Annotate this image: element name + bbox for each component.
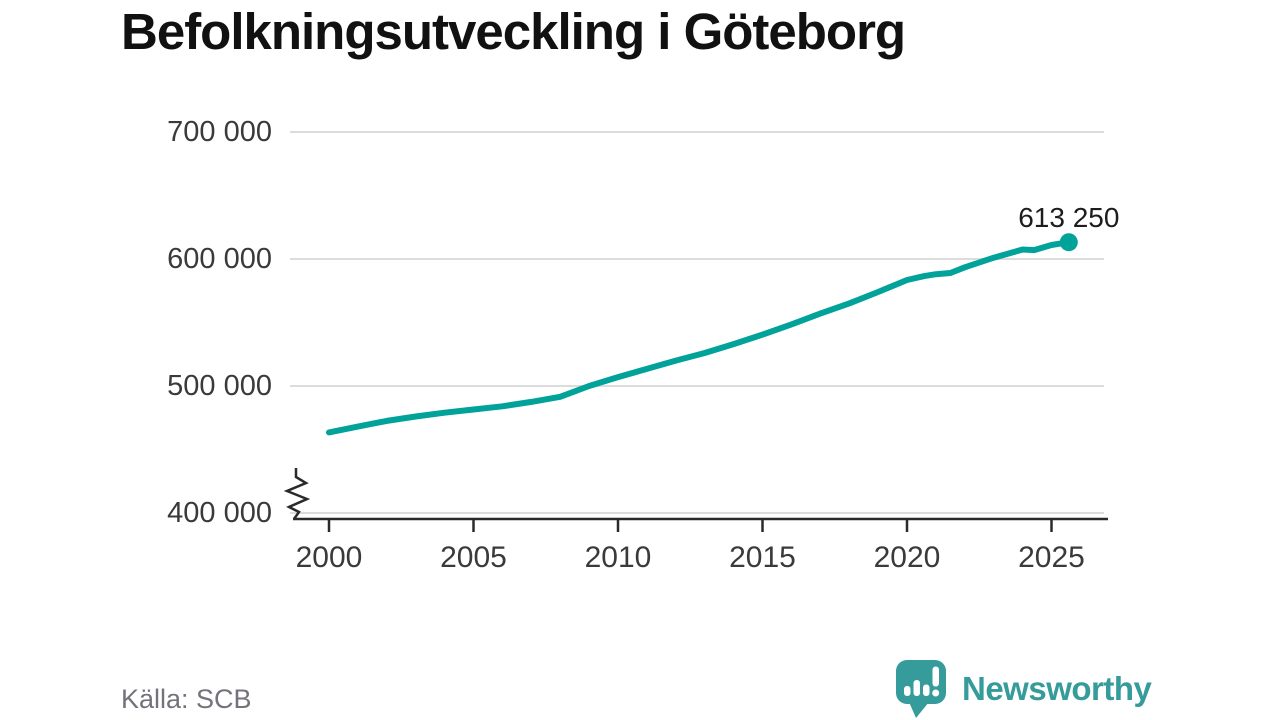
population-line [326,239,1072,436]
source-caption: Källa: SCB [121,684,252,714]
x-tick-label: 2020 [873,541,941,574]
y-tick-label: 400 000 [167,497,272,529]
x-tick-label: 2025 [1018,541,1085,574]
end-value-label: 613 250 [1018,202,1120,234]
x-tick-label: 2010 [584,541,652,574]
y-tick-label: 500 000 [167,370,272,402]
y-tick-label: 700 000 [167,116,272,148]
x-tick-label: 2005 [440,541,507,574]
newsworthy-logo-icon [896,660,946,718]
series-end-dot [1059,233,1078,252]
x-tick-label: 2000 [295,541,363,574]
x-tick-label: 2015 [729,541,796,574]
newsworthy-logo[interactable]: Newsworthy [895,659,1152,719]
chart-title: Befolkningsutveckling i Göteborg [121,3,906,60]
y-tick-label: 600 000 [167,243,272,275]
y-axis-break-icon [283,468,311,520]
newsworthy-wordmark: Newsworthy [962,670,1152,707]
